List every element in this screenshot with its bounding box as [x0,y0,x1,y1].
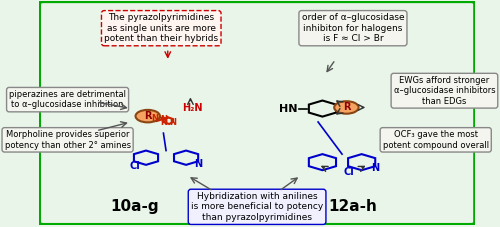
Text: order of α–glucosidase
inhibiton for halogens
is F ≈ Cl > Br: order of α–glucosidase inhibiton for hal… [302,13,405,43]
Text: EWGs afford stronger
α–glucosidase inhibitors
than EDGs: EWGs afford stronger α–glucosidase inhib… [394,76,495,106]
Text: N: N [160,118,167,126]
Text: 12a-h: 12a-h [328,199,378,214]
Text: N: N [152,114,158,123]
Text: N: N [371,163,380,173]
Text: R: R [342,102,350,112]
Text: OCF₃ gave the most
potent compound overall: OCF₃ gave the most potent compound overa… [382,130,489,150]
Text: Cl: Cl [344,167,354,177]
Circle shape [334,101,358,114]
FancyBboxPatch shape [40,1,475,225]
Text: piperazines are detrimental
to α–glucosidase inhibition: piperazines are detrimental to α–glucosi… [9,90,126,109]
Text: Hybridization with anilines
is more beneficial to potency
than pyrazolpyrimidine: Hybridization with anilines is more bene… [191,192,323,222]
Text: N: N [160,115,167,123]
Text: H₂N: H₂N [182,103,202,113]
Circle shape [136,110,160,122]
Text: Morpholine provides superior
potency than other 2° amines: Morpholine provides superior potency tha… [4,130,130,150]
Text: N: N [194,158,202,168]
Text: 10a-g: 10a-g [111,199,160,214]
Text: The pyrazolpyrimidines
as single units are more
potent than their hybrids: The pyrazolpyrimidines as single units a… [104,13,218,43]
Text: N: N [170,118,176,126]
Text: HN: HN [278,104,297,114]
Text: R: R [144,111,152,121]
Text: Cl: Cl [130,161,140,171]
